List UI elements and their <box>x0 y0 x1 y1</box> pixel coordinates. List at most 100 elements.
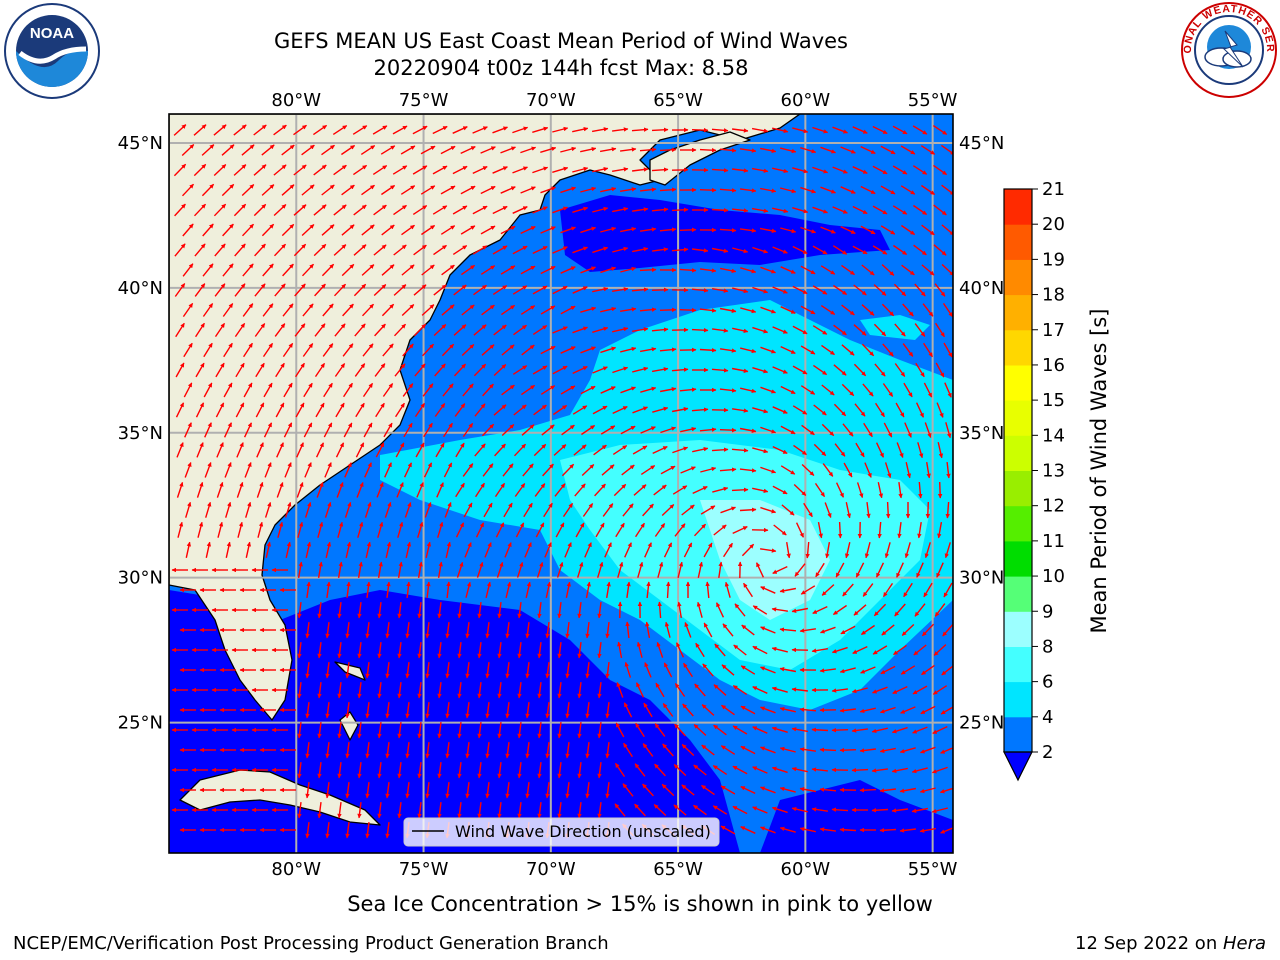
wind-wave-arrow <box>176 442 184 458</box>
wind-wave-arrow <box>403 422 413 438</box>
wind-wave-arrow <box>884 542 891 559</box>
wind-wave-arrow <box>353 244 367 256</box>
wind-wave-arrow <box>935 322 945 338</box>
wind-wave-arrow <box>205 541 212 558</box>
wind-wave-arrow <box>313 164 327 176</box>
wind-wave-arrow <box>711 208 729 213</box>
wind-wave-arrow <box>604 542 612 558</box>
wind-wave-arrow <box>205 501 212 518</box>
wind-wave-arrow <box>173 124 187 136</box>
wind-wave-arrow <box>314 363 326 377</box>
wind-wave-arrow <box>262 303 274 317</box>
wind-wave-arrow <box>751 127 769 133</box>
wind-wave-arrow <box>440 185 456 195</box>
wind-wave-arrow <box>552 166 569 173</box>
lon-tick-label-top: 75°W <box>399 90 449 111</box>
wind-wave-arrow <box>841 304 855 316</box>
wind-wave-arrow <box>215 362 225 378</box>
wind-wave-arrow <box>792 285 808 295</box>
colorbar-segment <box>1004 576 1032 612</box>
wind-wave-arrow <box>932 125 948 135</box>
wind-wave-arrow <box>752 447 769 454</box>
wind-wave-arrow <box>600 266 617 274</box>
wind-wave-arrow <box>412 125 428 135</box>
wind-wave-arrow <box>679 387 697 392</box>
wind-wave-arrow <box>223 382 233 398</box>
wind-wave-arrow <box>406 581 411 598</box>
wind-wave-arrow <box>872 165 888 175</box>
wind-wave-arrow <box>885 501 891 519</box>
wind-wave-arrow <box>237 521 244 538</box>
wind-wave-arrow <box>392 165 408 175</box>
wind-wave-arrow <box>792 207 809 214</box>
wind-wave-arrow <box>879 828 897 833</box>
wind-wave-arrow <box>324 501 332 518</box>
wind-wave-arrow <box>912 125 928 135</box>
wind-wave-arrow <box>841 344 855 356</box>
wind-wave-arrow <box>561 424 575 436</box>
wind-wave-arrow <box>482 383 494 397</box>
wind-wave-arrow <box>875 402 885 418</box>
wind-wave-arrow <box>926 461 931 479</box>
wind-wave-arrow <box>936 402 944 418</box>
wind-wave-arrow <box>651 207 669 212</box>
wind-wave-arrow <box>937 481 943 499</box>
wind-wave-arrow <box>615 522 625 538</box>
wind-wave-arrow <box>181 143 195 157</box>
wind-wave-arrow <box>477 602 482 619</box>
wind-wave-arrow <box>254 243 266 257</box>
wind-wave-arrow <box>265 541 272 558</box>
wind-wave-arrow <box>752 326 769 334</box>
wind-wave-arrow <box>755 562 765 578</box>
wind-wave-arrow <box>574 483 586 497</box>
wind-wave-arrow <box>196 442 204 458</box>
wind-wave-arrow <box>282 263 294 277</box>
wind-wave-arrow <box>711 368 729 373</box>
wind-wave-arrow <box>381 184 395 196</box>
wind-wave-arrow <box>443 462 453 478</box>
wind-wave-arrow <box>773 524 787 536</box>
wind-wave-arrow <box>903 582 913 598</box>
wind-wave-arrow <box>361 184 375 196</box>
wind-wave-arrow <box>254 323 266 337</box>
wind-wave-arrow <box>852 205 868 215</box>
wind-wave-arrow <box>334 323 346 337</box>
wind-wave-arrow <box>461 343 475 357</box>
wind-wave-arrow <box>332 125 348 135</box>
wind-wave-arrow <box>946 462 951 479</box>
map-field <box>169 114 953 853</box>
wind-wave-arrow <box>651 367 669 373</box>
wind-wave-arrow <box>345 541 352 558</box>
wind-wave-arrow <box>580 385 596 395</box>
wind-wave-arrow <box>335 442 345 458</box>
wind-wave-arrow <box>680 466 696 474</box>
wind-wave-arrow <box>357 561 363 579</box>
wind-wave-arrow <box>495 522 505 538</box>
wind-wave-arrow <box>234 243 246 257</box>
wind-wave-arrow <box>460 225 476 235</box>
wind-wave-arrow <box>182 263 194 277</box>
wind-wave-arrow <box>780 147 797 154</box>
wind-wave-arrow <box>421 224 435 236</box>
wind-wave-arrow <box>446 581 451 599</box>
wind-wave-arrow <box>397 561 403 579</box>
wind-wave-arrow <box>699 427 717 432</box>
wind-wave-arrow <box>792 325 808 335</box>
wind-wave-arrow <box>385 541 392 558</box>
bahamas-abaco <box>334 661 366 681</box>
wind-wave-arrow <box>374 363 386 377</box>
wind-wave-arrow <box>813 443 827 457</box>
wind-wave-arrow <box>752 367 769 374</box>
wind-wave-arrow <box>719 427 737 433</box>
wind-wave-arrow <box>540 385 556 395</box>
wind-wave-arrow <box>572 206 589 213</box>
wind-wave-arrow <box>877 482 884 499</box>
wind-wave-arrow <box>423 422 433 438</box>
wind-wave-arrow <box>863 422 873 438</box>
wind-wave-arrow <box>833 324 847 336</box>
colorbar-segment <box>1004 470 1032 507</box>
wind-wave-arrow <box>314 283 326 297</box>
wind-wave-arrow <box>633 484 647 496</box>
wind-wave-arrow <box>202 223 214 237</box>
wind-wave-arrow <box>355 402 365 418</box>
